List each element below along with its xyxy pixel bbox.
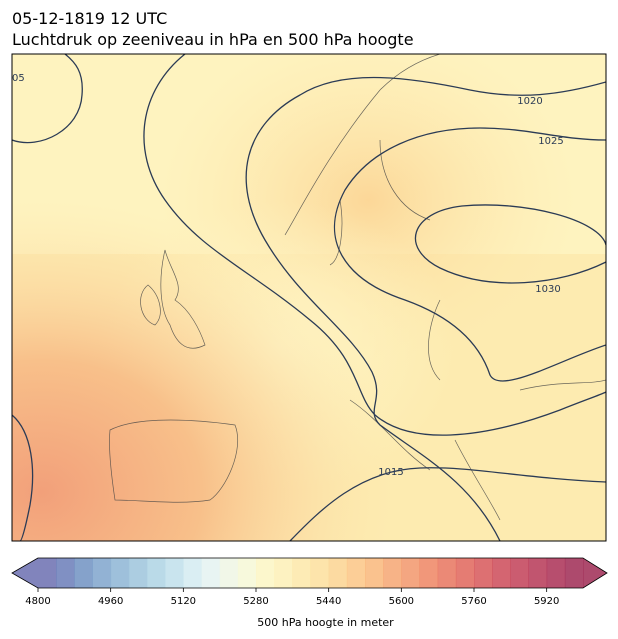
- colorbar-swatch: [310, 558, 330, 588]
- colorbar-swatch: [492, 558, 511, 588]
- colorbar-tick-label: 5120: [171, 596, 196, 607]
- colorbar-swatch: [401, 558, 420, 588]
- colorbar-swatch: [147, 558, 166, 588]
- colorbar-swatch: [110, 558, 130, 588]
- colorbar-tick-label: 5920: [534, 596, 559, 607]
- colorbar-tick-label: 4800: [25, 596, 50, 607]
- colorbar-tick-label: 5760: [461, 596, 486, 607]
- subtitle: Luchtdruk op zeeniveau in hPa en 500 hPa…: [12, 30, 414, 49]
- colorbar-swatch: [74, 558, 93, 588]
- colorbar-swatch: [346, 558, 366, 588]
- colorbar-outline: [11, 557, 608, 589]
- colorbar-swatch: [56, 558, 75, 588]
- colorbar-tick-label: 5280: [243, 596, 268, 607]
- colorbar-swatch: [328, 558, 348, 588]
- coastlines: [109, 54, 606, 521]
- title: 05-12-1819 12 UTC: [12, 9, 167, 28]
- colorbar-tick-label: 5440: [316, 596, 341, 607]
- colorbar-extend-high: [583, 558, 607, 588]
- isobar-label: 1030: [535, 284, 560, 295]
- colorbar-swatch: [383, 558, 402, 588]
- colorbar-swatch: [564, 558, 584, 588]
- colorbar-swatch: [419, 558, 439, 588]
- colorbar-swatch: [92, 558, 112, 588]
- colorbar-swatch: [128, 558, 148, 588]
- colorbar-swatch: [165, 558, 184, 588]
- colorbar-swatch: [455, 558, 475, 588]
- colorbar-swatch: [292, 558, 311, 588]
- colorbar-swatch: [237, 558, 257, 588]
- colorbar-swatch: [274, 558, 293, 588]
- colorbar-swatch: [546, 558, 566, 588]
- colorbar-swatch: [201, 558, 221, 588]
- map-frame: [11, 53, 607, 542]
- colorbar-label: 500 hPa hoogte in meter: [257, 616, 394, 629]
- colorbar-swatch: [474, 558, 493, 588]
- colorbar-tick-label: 5600: [389, 596, 414, 607]
- colorbar-swatch: [256, 558, 275, 588]
- colorbar-swatch: [437, 558, 457, 588]
- isobars: [12, 54, 606, 541]
- colorbar-swatch: [365, 558, 384, 588]
- colorbar-swatch: [510, 558, 529, 588]
- colorbar-swatch: [528, 558, 548, 588]
- colorbar-swatch: [183, 558, 202, 588]
- isobar-label: 05: [12, 73, 25, 84]
- colorbar-swatch: [219, 558, 239, 588]
- map: [12, 54, 606, 541]
- colorbar-swatch: [38, 558, 57, 588]
- colorbar-extend-low: [12, 558, 38, 588]
- isobar-label: 1025: [538, 136, 563, 147]
- isobar-label: 1015: [378, 467, 403, 478]
- isobar-label: 1020: [517, 96, 542, 107]
- colorbar-tick-label: 4960: [98, 596, 123, 607]
